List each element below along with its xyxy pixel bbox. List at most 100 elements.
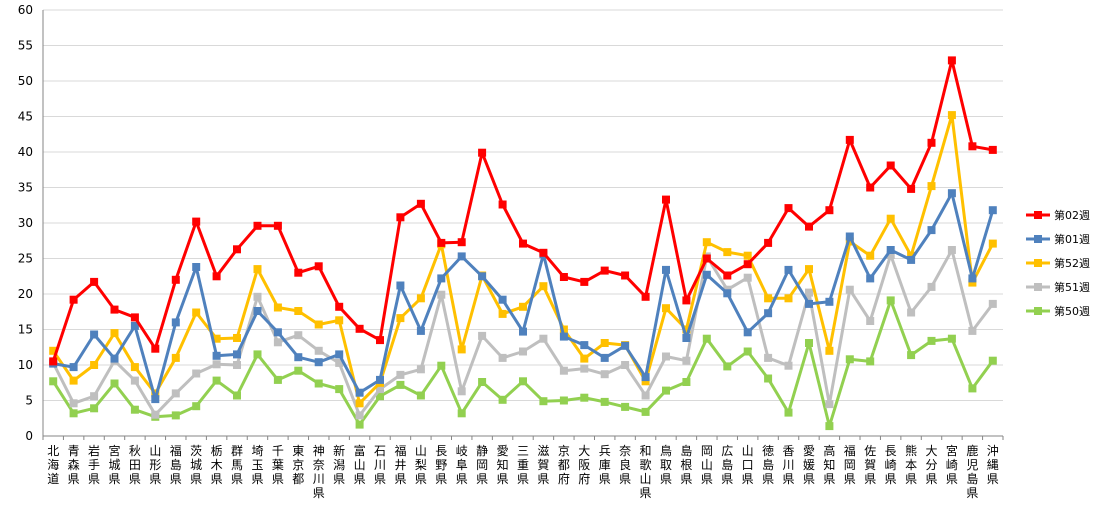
legend-item: 第01週 [1026,232,1090,246]
x-tick-label: 沖縄県 [987,444,999,486]
data-point [314,262,323,271]
data-point [376,336,384,345]
x-tick-label: 広島県 [721,444,733,486]
data-point [641,292,650,301]
data-point [907,184,916,193]
data-point [335,358,344,367]
data-point [662,195,670,204]
data-point [253,265,262,274]
x-tick-label: 宮崎県 [946,443,958,486]
data-point [233,361,241,369]
y-tick-label: 30 [18,216,33,230]
data-point [743,251,752,260]
data-point [110,305,119,314]
data-point [437,290,446,299]
data-point [559,325,568,334]
data-point [764,309,773,318]
data-point [69,376,78,385]
data-point [130,321,139,330]
y-tick-label: 50 [18,74,33,88]
data-point [49,346,58,355]
data-point [682,334,691,342]
data-point [233,391,241,400]
data-point [396,380,405,389]
data-point [641,377,650,386]
data-point [151,344,160,353]
y-tick-label: 40 [18,145,33,159]
data-point [988,356,997,365]
data-point [805,265,813,274]
data-point [621,361,630,369]
data-point [253,292,262,301]
data-point [662,352,670,361]
data-point [743,347,752,356]
data-point [233,350,241,359]
data-point [947,246,956,254]
data-point [457,387,466,396]
x-tick-label: 愛知県 [497,444,509,486]
data-point [171,353,180,362]
data-point [886,161,895,170]
x-tick-label: 山形県 [149,444,161,486]
data-point [130,405,139,414]
data-point [69,295,78,304]
data-point [764,353,773,362]
data-point [355,324,364,333]
data-point [437,238,446,247]
series-2 [49,189,997,404]
x-tick-label: 京都府 [558,444,570,486]
data-point [396,213,405,222]
legend-marker [1034,283,1042,291]
data-point [784,265,793,274]
data-point [559,273,568,281]
data-point [886,296,895,305]
legend-marker [1034,259,1042,267]
y-tick-label: 25 [18,252,33,266]
data-point [457,252,466,261]
data-point [621,341,630,350]
data-point [600,266,609,275]
x-tick-label: 静岡県 [476,444,488,486]
data-point [805,299,813,308]
data-point [947,189,956,198]
data-point [723,362,732,371]
data-point [682,378,691,386]
series-layer [49,56,997,431]
data-point [600,353,609,362]
data-point [764,238,773,247]
data-point [294,353,303,362]
data-point [355,420,364,429]
data-point [130,363,139,372]
data-point [702,334,711,343]
data-point [335,385,344,394]
data-point [947,334,956,343]
data-point [805,339,813,347]
data-point [662,265,670,274]
data-point [416,365,425,374]
data-point [559,396,568,405]
data-point [355,388,364,397]
data-point [927,226,936,235]
x-tick-label: 秋田県 [129,444,141,486]
data-point [845,285,854,294]
x-tick-label: 岐阜県 [456,444,468,486]
x-tick-label: 大阪府 [578,444,590,486]
data-point [171,389,180,398]
x-tick-label: 三重県 [517,444,529,486]
x-tick-label: 栃木県 [211,444,223,486]
data-point [784,294,793,303]
data-point [171,318,180,327]
gridlines [42,9,1004,440]
data-point [376,392,384,401]
x-tick-label: 和歌山県 [640,444,652,500]
data-point [294,268,303,277]
data-point [212,376,221,385]
data-point [253,221,262,230]
data-point [519,327,527,336]
x-tick-label: 奈良県 [619,444,631,486]
data-point [90,404,99,413]
x-tick-label: 群馬県 [231,444,243,486]
legend-marker [1034,307,1042,315]
x-tick-label: 兵庫県 [599,444,611,486]
